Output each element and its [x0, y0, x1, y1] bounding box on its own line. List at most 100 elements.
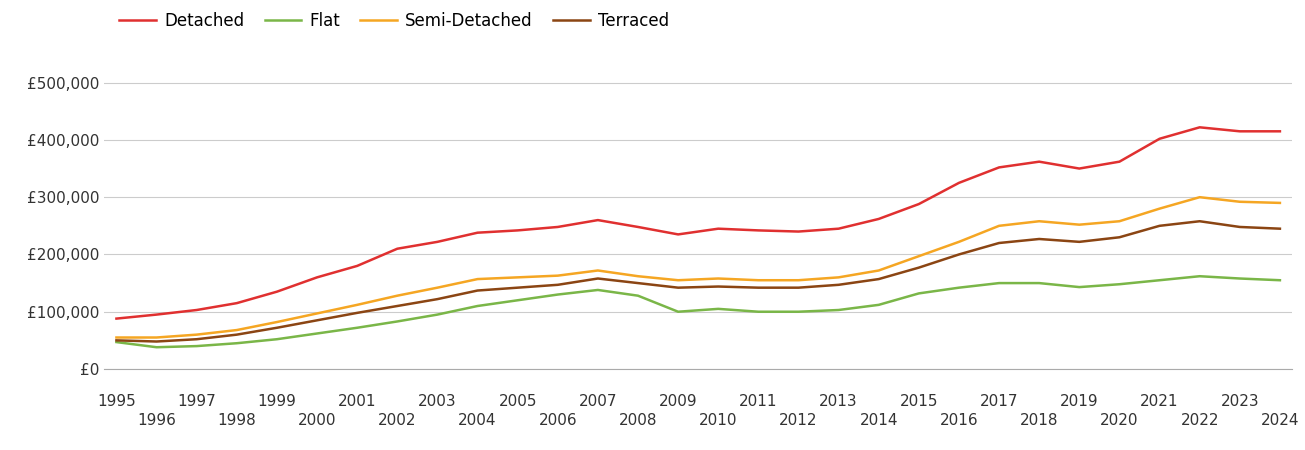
- Detached: [1071, 166, 1087, 171]
- Text: 2022: 2022: [1181, 414, 1219, 428]
- Flat: [149, 345, 164, 350]
- Semi-Detached: [309, 311, 325, 316]
- Detached: [108, 316, 124, 321]
- Detached: [750, 228, 766, 233]
- Flat: [911, 291, 927, 296]
- Terraced: [590, 276, 606, 281]
- Detached: [389, 246, 405, 252]
- Detached: [630, 224, 646, 230]
- Semi-Detached: [911, 253, 927, 259]
- Flat: [1112, 282, 1128, 287]
- Flat: [750, 309, 766, 315]
- Semi-Detached: [470, 276, 485, 282]
- Flat: [1031, 280, 1047, 286]
- Detached: [549, 224, 565, 230]
- Flat: [429, 312, 445, 317]
- Flat: [1152, 278, 1168, 283]
- Terraced: [1031, 236, 1047, 242]
- Text: 1996: 1996: [137, 414, 176, 428]
- Text: 2001: 2001: [338, 394, 376, 409]
- Text: 1999: 1999: [257, 394, 296, 409]
- Terraced: [429, 297, 445, 302]
- Text: 2021: 2021: [1141, 394, 1178, 409]
- Terraced: [951, 252, 967, 257]
- Semi-Detached: [189, 332, 205, 338]
- Flat: [710, 306, 726, 311]
- Semi-Detached: [549, 273, 565, 279]
- Semi-Detached: [791, 278, 806, 283]
- Terraced: [309, 318, 325, 323]
- Text: 2011: 2011: [739, 394, 778, 409]
- Flat: [1191, 274, 1207, 279]
- Semi-Detached: [671, 278, 686, 283]
- Terraced: [108, 338, 124, 343]
- Semi-Detached: [429, 285, 445, 290]
- Text: 2023: 2023: [1220, 394, 1259, 409]
- Semi-Detached: [1191, 194, 1207, 200]
- Flat: [630, 293, 646, 298]
- Text: 2000: 2000: [298, 414, 337, 428]
- Terraced: [911, 265, 927, 270]
- Terraced: [870, 276, 886, 282]
- Terraced: [1152, 223, 1168, 229]
- Flat: [831, 307, 847, 313]
- Semi-Detached: [630, 274, 646, 279]
- Detached: [951, 180, 967, 185]
- Semi-Detached: [269, 320, 284, 325]
- Text: 2016: 2016: [940, 414, 979, 428]
- Flat: [269, 337, 284, 342]
- Flat: [189, 343, 205, 349]
- Semi-Detached: [1112, 219, 1128, 224]
- Semi-Detached: [1232, 199, 1248, 204]
- Flat: [671, 309, 686, 315]
- Terraced: [992, 240, 1007, 246]
- Semi-Detached: [108, 335, 124, 340]
- Flat: [389, 319, 405, 324]
- Text: 2003: 2003: [418, 394, 457, 409]
- Semi-Detached: [1031, 219, 1047, 224]
- Line: Flat: Flat: [116, 276, 1280, 347]
- Detached: [309, 274, 325, 280]
- Detached: [470, 230, 485, 235]
- Text: 2006: 2006: [539, 414, 577, 428]
- Terraced: [671, 285, 686, 290]
- Detached: [429, 239, 445, 244]
- Terraced: [149, 339, 164, 344]
- Terraced: [1071, 239, 1087, 244]
- Text: 2019: 2019: [1060, 394, 1099, 409]
- Flat: [350, 325, 365, 330]
- Semi-Detached: [1152, 206, 1168, 211]
- Detached: [350, 263, 365, 269]
- Detached: [1232, 129, 1248, 134]
- Terraced: [750, 285, 766, 290]
- Terraced: [791, 285, 806, 290]
- Text: 2018: 2018: [1021, 414, 1058, 428]
- Flat: [590, 287, 606, 292]
- Terraced: [1191, 219, 1207, 224]
- Semi-Detached: [831, 274, 847, 280]
- Text: 2014: 2014: [860, 414, 898, 428]
- Detached: [189, 307, 205, 313]
- Semi-Detached: [149, 335, 164, 340]
- Semi-Detached: [951, 239, 967, 244]
- Flat: [549, 292, 565, 297]
- Text: 2017: 2017: [980, 394, 1018, 409]
- Text: 2005: 2005: [499, 394, 536, 409]
- Flat: [108, 339, 124, 345]
- Semi-Detached: [1071, 222, 1087, 227]
- Text: 2002: 2002: [378, 414, 416, 428]
- Terraced: [549, 282, 565, 288]
- Terraced: [228, 332, 244, 338]
- Flat: [1272, 278, 1288, 283]
- Flat: [870, 302, 886, 307]
- Terraced: [1232, 224, 1248, 230]
- Line: Terraced: Terraced: [116, 221, 1280, 342]
- Detached: [1112, 159, 1128, 164]
- Text: 2007: 2007: [578, 394, 617, 409]
- Terraced: [189, 337, 205, 342]
- Detached: [269, 289, 284, 294]
- Detached: [228, 301, 244, 306]
- Flat: [309, 331, 325, 336]
- Flat: [510, 297, 526, 303]
- Terraced: [389, 303, 405, 309]
